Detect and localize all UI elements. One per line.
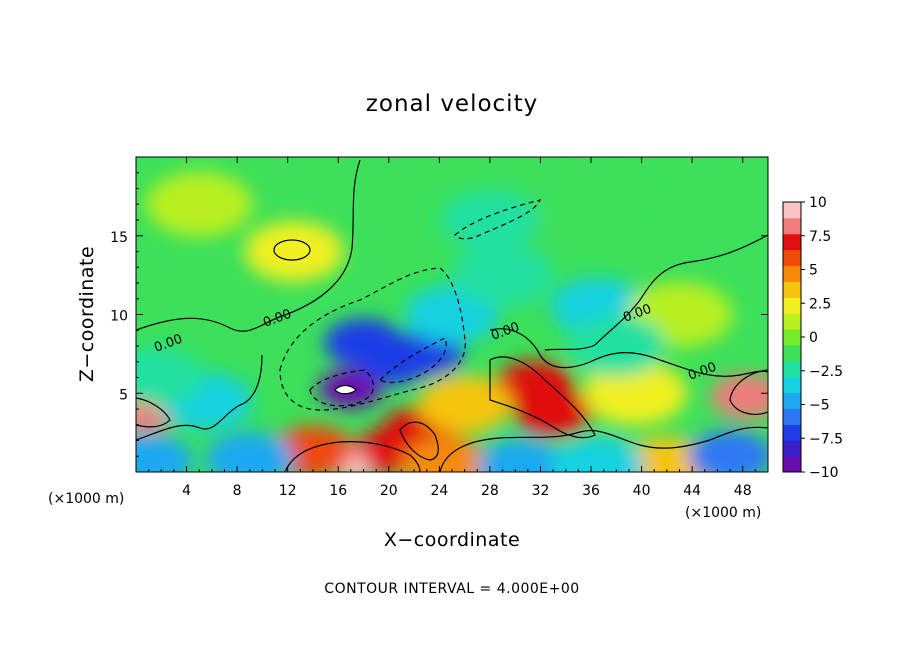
plot-area: 0.000.000.000.000.00 4 8 12 16 20 24 28 32 36 40 4… xyxy=(110,156,769,499)
heat-feature xyxy=(477,438,567,472)
colorbar-segment xyxy=(783,424,801,441)
heat-feature xyxy=(205,431,295,472)
colorbar-segment xyxy=(783,329,801,346)
heat-feature xyxy=(244,221,344,282)
contour-pos-small xyxy=(399,421,439,461)
colorbar-segment xyxy=(783,313,801,330)
heat-feature xyxy=(136,347,205,408)
colorbar-segment xyxy=(783,265,801,282)
heat-feature xyxy=(324,318,404,368)
x-axis-label: X−coordinate xyxy=(384,529,520,551)
colorbar-segment xyxy=(783,440,801,457)
heat-feature xyxy=(583,361,688,426)
colorbar-label: 5 xyxy=(809,263,818,279)
contour-neg-big xyxy=(279,267,466,411)
heat-feature xyxy=(688,430,768,472)
colorbar-segment xyxy=(783,376,801,394)
colorbar-segment xyxy=(783,233,801,251)
x-tick-label: 40 xyxy=(633,483,651,499)
heat-core xyxy=(734,390,759,403)
contour-pos-left xyxy=(136,397,171,428)
colorbar-label: 7.5 xyxy=(809,229,831,245)
x-tick-label: 48 xyxy=(734,483,752,499)
contour-pos-center xyxy=(489,356,596,439)
x-tick-label: 36 xyxy=(582,483,600,499)
colorbar-label: −7.5 xyxy=(809,431,843,447)
heat-core xyxy=(383,355,408,368)
contour-pos-bottom xyxy=(284,441,421,472)
colorbar: 10 7.5 5 2.5 0 −2.5 −5 −7.5 −10 xyxy=(782,195,843,481)
colorbar-segment xyxy=(783,249,801,267)
x-tick-label: 24 xyxy=(430,483,448,499)
heat-feature xyxy=(440,189,540,251)
y-tick-label: 5 xyxy=(119,387,128,403)
colorbar-label: −5 xyxy=(809,398,830,414)
contour-max-upper xyxy=(273,239,311,261)
contour-neg-top xyxy=(454,199,542,240)
colorbar-segment xyxy=(783,297,801,314)
contour-interval-note: CONTOUR INTERVAL = 4.000E+00 xyxy=(324,581,579,597)
heat-feature xyxy=(145,171,253,237)
colorbar-segment xyxy=(783,360,801,378)
colorbar-label: −10 xyxy=(809,465,839,481)
heatmap-field: 0.000.000.000.000.00 xyxy=(136,159,768,472)
contour-zero-right xyxy=(544,234,768,351)
heat-feature xyxy=(537,171,645,237)
heat-core xyxy=(136,403,156,415)
contour-zero-upper xyxy=(136,159,361,332)
heat-core xyxy=(345,453,370,466)
contour-zero-mid xyxy=(489,328,768,377)
colorbar-segment xyxy=(783,392,801,409)
contour-neg-core2 xyxy=(378,337,447,384)
contour-zero-low xyxy=(136,354,263,441)
heat-feature xyxy=(136,433,194,472)
heat-feature xyxy=(401,436,491,472)
y-tick-label: 10 xyxy=(110,309,128,325)
contour-neg-core xyxy=(309,369,375,407)
colorbar-segment xyxy=(783,281,801,298)
contour-min-center xyxy=(334,384,357,395)
x-tick-label: 28 xyxy=(481,483,499,499)
contour-pos-right xyxy=(729,369,768,415)
heat-feature xyxy=(451,243,554,307)
heat-core xyxy=(414,346,439,359)
colorbar-segment xyxy=(783,456,801,473)
colorbar-segment xyxy=(783,217,801,235)
colorbar-label: 0 xyxy=(809,330,818,346)
chart-title: zonal velocity xyxy=(366,91,538,117)
x-tick-label: 8 xyxy=(233,483,242,499)
colorbar-label: 2.5 xyxy=(809,296,831,312)
colorbar-label: 10 xyxy=(809,195,827,211)
heat-feature xyxy=(514,388,592,436)
y-tick-label: 15 xyxy=(110,230,128,246)
x-tick-label: 20 xyxy=(380,483,398,499)
x-tick-label: 12 xyxy=(279,483,297,499)
x-tick-label: 4 xyxy=(182,483,191,499)
colorbar-segment xyxy=(783,202,801,219)
colorbar-segment xyxy=(783,344,801,362)
y-axis-label: Z−coordinate xyxy=(76,246,98,382)
x-unit-right: (×1000 m) xyxy=(685,505,761,521)
colorbar-label: −2.5 xyxy=(809,364,843,380)
heat-feature xyxy=(417,375,512,434)
contour-zero-bottom xyxy=(439,426,768,472)
x-tick-label: 16 xyxy=(329,483,347,499)
x-tick-label: 32 xyxy=(532,483,550,499)
x-tick-label: 44 xyxy=(683,483,701,499)
heat-feature xyxy=(550,436,645,472)
colorbar-segment xyxy=(783,408,801,425)
x-unit-left: (×1000 m) xyxy=(48,491,124,507)
